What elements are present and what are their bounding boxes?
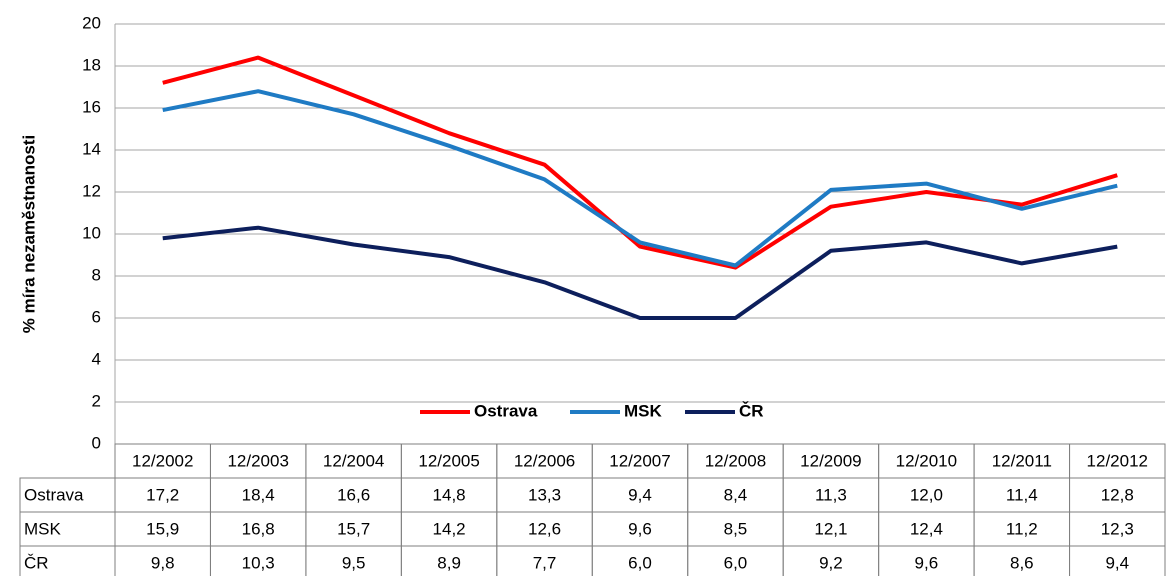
y-tick-label: 2 [92,391,101,410]
series-line [162,89,1118,268]
table-value: 12,0 [910,485,943,504]
legend-label: ČR [739,401,764,420]
table-value: 14,8 [433,485,466,504]
table-value: 11,4 [1006,485,1038,504]
table-value: 6,0 [724,553,748,572]
table-row-label: ČR [24,553,49,572]
table-value: 9,8 [151,553,175,572]
x-tick-label: 12/2009 [800,451,861,470]
series-line [162,55,1118,270]
table-value: 10,3 [242,553,275,572]
table-cell [19,545,116,576]
table-value: 11,3 [815,485,847,504]
x-tick-label: 12/2008 [705,451,766,470]
table-value: 13,3 [528,485,561,504]
x-tick-label: 12/2007 [609,451,670,470]
table-value: 8,6 [1010,553,1034,572]
table-value: 9,4 [628,485,652,504]
table-value: 9,5 [342,553,366,572]
x-tick-label: 12/2004 [323,451,384,470]
table-value: 17,2 [146,485,179,504]
table-value: 12,8 [1101,485,1134,504]
table-value: 15,9 [146,519,179,538]
x-tick-label: 12/2012 [1087,451,1148,470]
table-value: 18,4 [242,485,275,504]
x-tick-label: 12/2002 [132,451,193,470]
table-value: 9,2 [819,553,843,572]
y-tick-label: 14 [82,139,101,158]
y-tick-label: 6 [92,307,101,326]
table-value: 9,6 [628,519,652,538]
table-value: 15,7 [337,519,370,538]
table-value: 16,6 [337,485,370,504]
x-tick-label: 12/2011 [992,451,1052,470]
x-tick-label: 12/2003 [227,451,288,470]
table-value: 9,4 [1105,553,1129,572]
table-value: 11,2 [1006,519,1038,538]
table-row-label: Ostrava [24,485,84,504]
y-tick-label: 16 [82,97,101,116]
legend-label: MSK [624,401,663,420]
table-value: 14,2 [433,519,466,538]
table-value: 7,7 [533,553,557,572]
table-value: 8,9 [437,553,461,572]
table-value: 9,6 [915,553,939,572]
y-tick-label: 8 [92,265,101,284]
table-cell [1069,545,1166,576]
table-value: 12,6 [528,519,561,538]
y-tick-label: 12 [82,181,101,200]
y-tick-label: 20 [82,13,101,32]
table-value: 6,0 [628,553,652,572]
y-tick-label: 0 [92,433,101,452]
x-tick-label: 12/2006 [514,451,575,470]
table-value: 8,5 [724,519,748,538]
table-row-label: MSK [24,519,62,538]
y-tick-label: 4 [92,349,101,368]
table-value: 12,3 [1101,519,1134,538]
table-value: 16,8 [242,519,275,538]
y-axis-label: % míra nezaměstnanosti [19,135,38,333]
table-value: 12,4 [910,519,943,538]
x-tick-label: 12/2005 [418,451,479,470]
y-tick-label: 10 [82,223,101,242]
x-tick-label: 12/2010 [896,451,957,470]
table-value: 12,1 [814,519,847,538]
y-tick-label: 18 [82,55,101,74]
series-line [162,225,1118,320]
table-value: 8,4 [724,485,748,504]
legend-label: Ostrava [474,401,538,420]
